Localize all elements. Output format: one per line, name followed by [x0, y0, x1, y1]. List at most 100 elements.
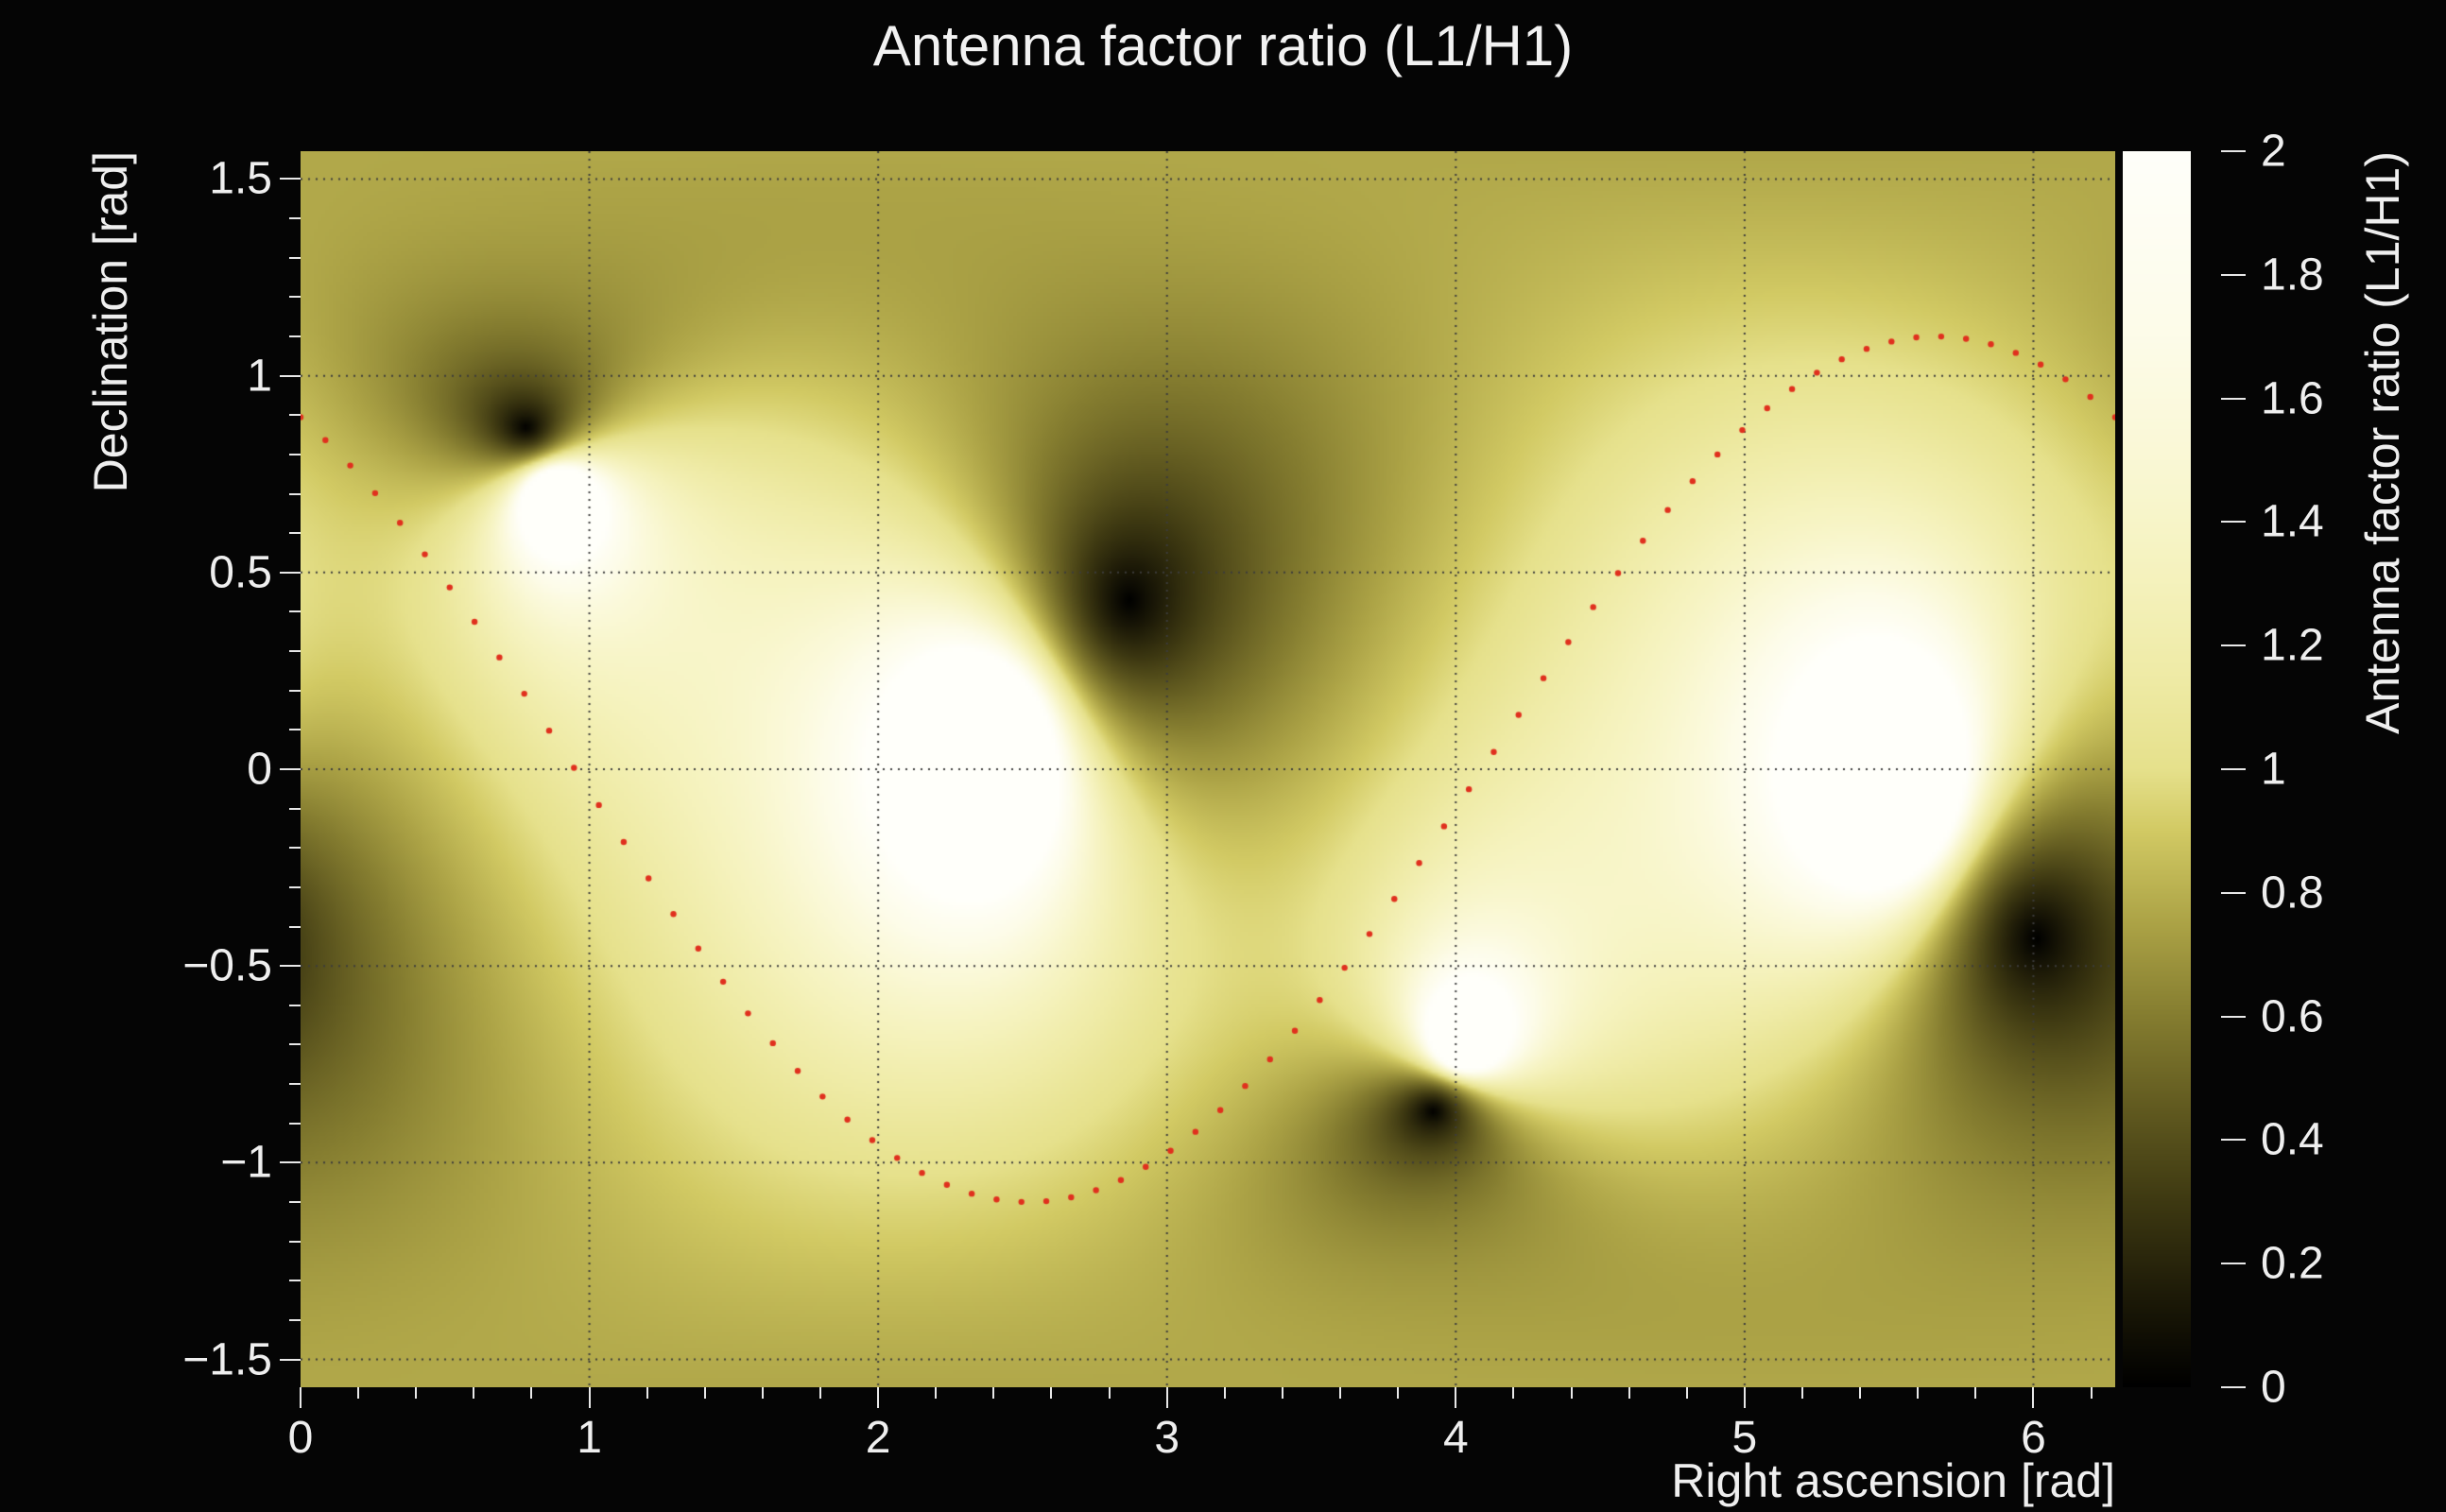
y-tick-label: 0.5: [209, 547, 272, 598]
colorbar-tick-label: 0: [2261, 1362, 2286, 1413]
y-minor-tick: [289, 610, 301, 613]
x-major-tick: [1165, 1387, 1168, 1408]
colorbar-tick-label: 1: [2261, 744, 2286, 795]
y-minor-tick: [289, 1240, 301, 1243]
y-major-tick: [280, 1161, 301, 1164]
colorbar-tick-label: 0.6: [2261, 991, 2324, 1042]
x-tick-label: 0: [287, 1413, 314, 1463]
x-minor-tick: [415, 1387, 418, 1399]
x-axis-title: Right ascension [rad]: [1671, 1454, 2115, 1507]
y-major-tick: [280, 1358, 301, 1361]
colorbar-tick-label: 2: [2261, 126, 2286, 177]
x-minor-tick: [1108, 1387, 1111, 1399]
chart-title: Antenna factor ratio (L1/H1): [872, 14, 1574, 77]
x-minor-tick: [1685, 1387, 1688, 1399]
y-minor-tick: [289, 1043, 301, 1046]
x-tick-label: 6: [2021, 1413, 2046, 1463]
y-major-tick: [280, 571, 301, 574]
colorbar-tick: [2221, 521, 2246, 524]
y-tick-label: −0.5: [182, 940, 272, 991]
y-minor-tick: [289, 1280, 301, 1282]
x-major-tick: [2032, 1387, 2035, 1408]
y-minor-tick: [289, 1122, 301, 1125]
y-minor-tick: [289, 296, 301, 299]
colorbar-tick-label: 0.4: [2261, 1114, 2324, 1165]
colorbar-tick-label: 1.2: [2261, 620, 2324, 671]
y-tick-label: 0: [247, 744, 272, 795]
colorbar-tick: [2221, 397, 2246, 400]
y-minor-tick: [289, 492, 301, 495]
y-tick-label: 1: [247, 351, 272, 402]
y-minor-tick: [289, 453, 301, 455]
y-minor-tick: [289, 1318, 301, 1321]
colorbar-tick-label: 1.8: [2261, 249, 2324, 301]
x-minor-tick: [1397, 1387, 1400, 1399]
colorbar-tick-label: 1.6: [2261, 373, 2324, 424]
x-major-tick: [1743, 1387, 1746, 1408]
y-tick-label: −1.5: [182, 1334, 272, 1385]
colorbar-tick-label: 1.4: [2261, 496, 2324, 547]
y-minor-tick: [289, 532, 301, 535]
y-minor-tick: [289, 256, 301, 259]
x-minor-tick: [1512, 1387, 1515, 1399]
x-minor-tick: [1800, 1387, 1803, 1399]
colorbar-tick: [2221, 768, 2246, 770]
y-minor-tick: [289, 689, 301, 692]
y-minor-tick: [289, 847, 301, 850]
x-tick-label: 4: [1442, 1413, 1469, 1463]
colorbar-tick: [2221, 150, 2246, 152]
y-minor-tick: [289, 1004, 301, 1006]
grid-and-sky-track-overlay: [301, 151, 2115, 1387]
y-major-tick: [280, 768, 301, 770]
x-minor-tick: [1974, 1387, 1977, 1399]
x-major-tick: [1455, 1387, 1457, 1408]
x-minor-tick: [992, 1387, 995, 1399]
colorbar-tick: [2221, 644, 2246, 647]
colorbar-tick-label: 0.8: [2261, 868, 2324, 919]
colorbar-tick-label: 0.2: [2261, 1238, 2324, 1289]
y-tick-label: 1.5: [209, 153, 272, 204]
y-major-tick: [280, 178, 301, 180]
x-minor-tick: [473, 1387, 475, 1399]
y-minor-tick: [289, 1083, 301, 1086]
y-minor-tick: [289, 885, 301, 888]
y-tick-label: −1: [220, 1137, 272, 1188]
x-minor-tick: [1050, 1387, 1053, 1399]
x-minor-tick: [1570, 1387, 1573, 1399]
y-minor-tick: [289, 1200, 301, 1203]
colorbar-tick: [2221, 1015, 2246, 1018]
colorbar-tick: [2221, 891, 2246, 894]
x-minor-tick: [819, 1387, 822, 1399]
x-minor-tick: [935, 1387, 938, 1399]
y-minor-tick: [289, 335, 301, 338]
colorbar-tick: [2221, 1386, 2246, 1388]
x-minor-tick: [1917, 1387, 1920, 1399]
y-major-tick: [280, 374, 301, 377]
x-major-tick: [877, 1387, 880, 1408]
colorbar-tick: [2221, 1139, 2246, 1142]
x-minor-tick: [703, 1387, 706, 1399]
x-minor-tick: [1859, 1387, 1862, 1399]
colorbar-tick: [2221, 1263, 2246, 1265]
plot-area: [301, 151, 2115, 1387]
y-minor-tick: [289, 650, 301, 653]
x-minor-tick: [761, 1387, 764, 1399]
y-minor-tick: [289, 414, 301, 417]
y-minor-tick: [289, 217, 301, 220]
colorbar-tick: [2221, 273, 2246, 276]
y-minor-tick: [289, 729, 301, 731]
colorbar-axis-title: Antenna factor ratio (L1/H1): [2356, 151, 2409, 734]
x-minor-tick: [1223, 1387, 1226, 1399]
x-minor-tick: [646, 1387, 648, 1399]
x-tick-label: 3: [1154, 1413, 1180, 1463]
y-axis-title: Declination [rad]: [84, 151, 137, 493]
colorbar: [2123, 151, 2191, 1387]
x-tick-label: 1: [577, 1413, 602, 1463]
x-major-tick: [300, 1387, 301, 1408]
x-minor-tick: [357, 1387, 360, 1399]
y-minor-tick: [289, 807, 301, 810]
y-minor-tick: [289, 925, 301, 928]
x-minor-tick: [530, 1387, 533, 1399]
x-major-tick: [588, 1387, 591, 1408]
